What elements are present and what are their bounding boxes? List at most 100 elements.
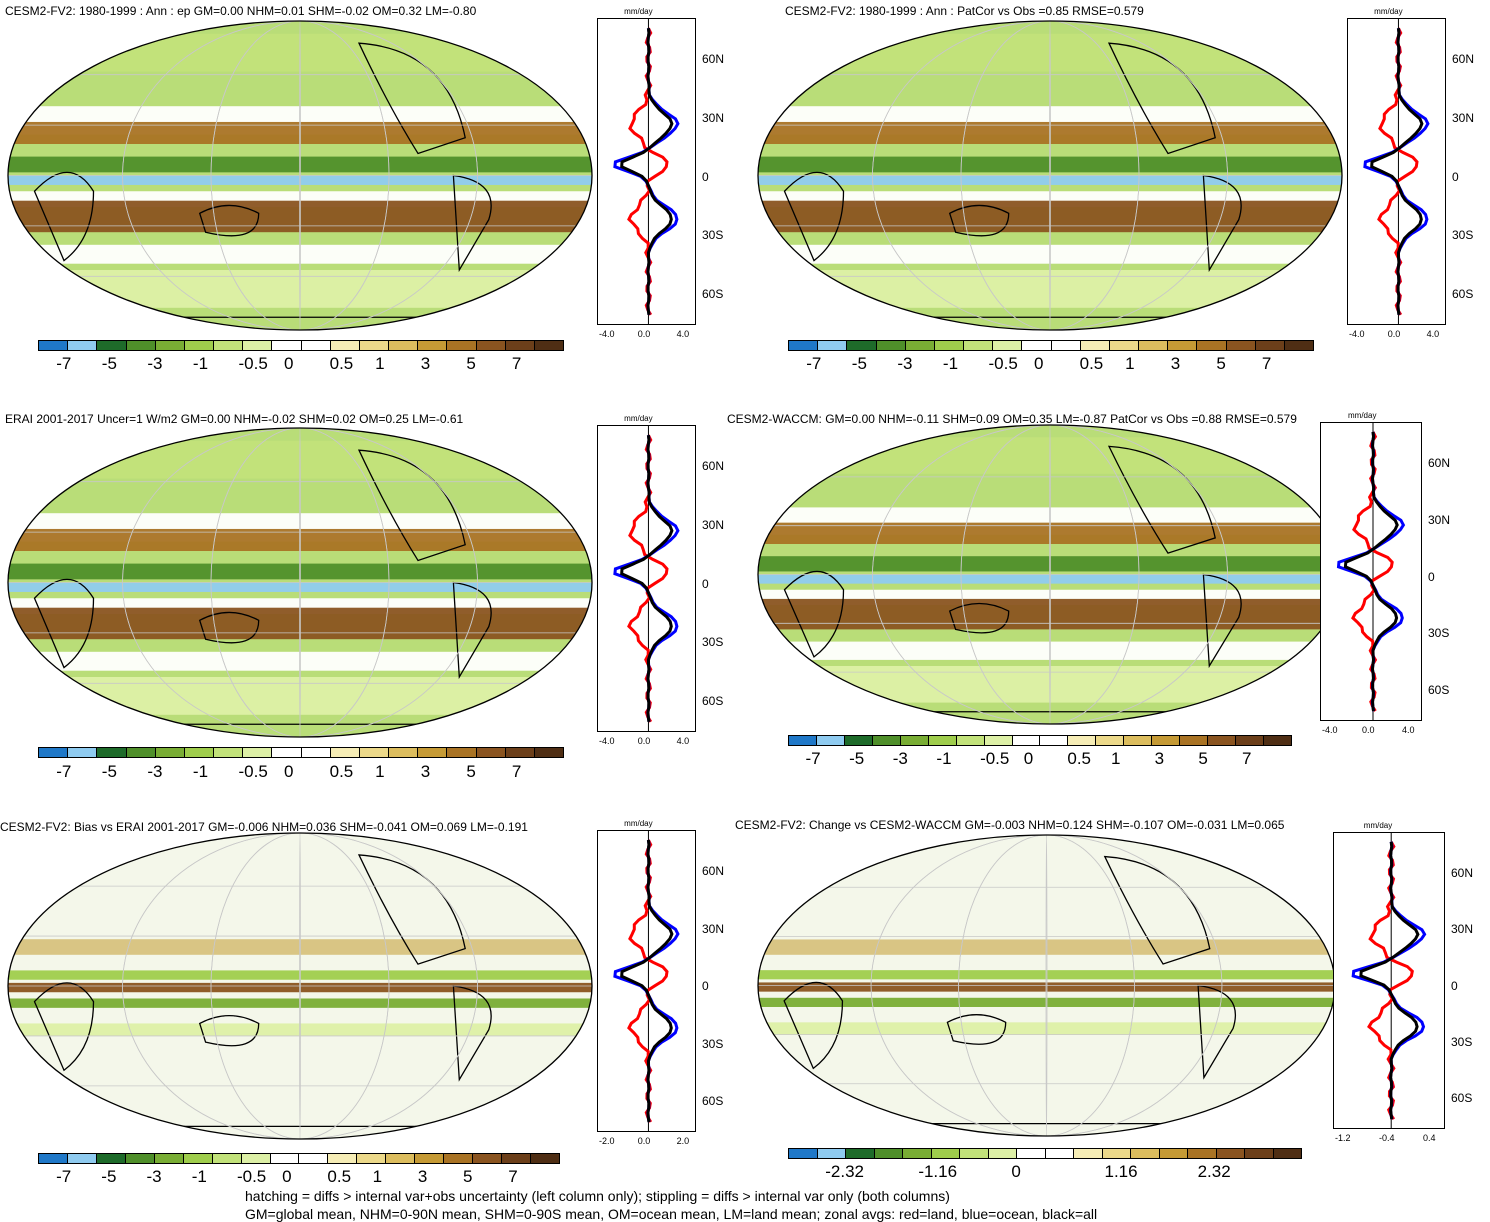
colorbar-swatch	[357, 1154, 387, 1163]
colorbar-swatch	[330, 748, 360, 757]
profile-x-tick-label: 0.4	[1423, 1133, 1436, 1143]
profile-unit: mm/day	[1363, 821, 1393, 830]
colorbar	[788, 735, 1292, 746]
colorbar-label: -0.5	[236, 1167, 267, 1186]
colorbar-label: -3	[147, 354, 163, 373]
colorbar-label: 0.5	[1079, 354, 1104, 373]
colorbar-label: -5	[849, 749, 865, 768]
colorbar-label: 3	[1170, 354, 1181, 373]
colorbar-swatch	[1216, 1149, 1245, 1158]
colorbar-label: -7	[56, 762, 72, 781]
colorbar-swatch	[1040, 736, 1069, 745]
colorbar	[788, 340, 1314, 351]
colorbar-swatch	[505, 341, 535, 350]
panel-title: CESM2-FV2: Change vs CESM2-WACCM GM=-0.0…	[735, 818, 1285, 832]
colorbar-label: -1	[191, 1167, 207, 1186]
colorbar-swatch	[844, 736, 873, 745]
colorbar-swatch	[988, 1149, 1017, 1158]
colorbar-swatch	[928, 736, 957, 745]
colorbar-label: -7	[56, 354, 72, 373]
colorbar-swatch	[817, 1149, 846, 1158]
colorbar-swatch	[903, 1149, 932, 1158]
colorbar-swatch	[389, 341, 419, 350]
colorbar-swatch	[418, 748, 448, 757]
profile-x-tick-label: 2.0	[676, 1136, 690, 1146]
colorbar-label: 0.5	[329, 354, 354, 373]
colorbar-label: -1	[192, 354, 209, 373]
colorbar-swatch	[155, 748, 185, 757]
colorbar-label: 0	[1011, 1162, 1021, 1181]
colorbar-swatch	[243, 341, 273, 350]
colorbar-swatch	[847, 341, 877, 350]
colorbar-label: 5	[466, 354, 476, 373]
colorbar-swatch	[984, 736, 1013, 745]
colorbar	[788, 1148, 1302, 1159]
panel-title: CESM2-FV2: 1980-1999 : Ann : ep GM=0.00 …	[5, 4, 477, 18]
profile-unit: mm/day	[624, 7, 653, 16]
latitude-tick-label: 60N	[1428, 456, 1451, 470]
profile-x-tick-label: 0.0	[637, 736, 651, 746]
colorbar-swatch	[241, 1154, 271, 1163]
colorbar-swatch	[418, 341, 448, 350]
colorbar-label: 1	[375, 354, 385, 373]
profile-x-tick-label: 4.0	[1426, 329, 1440, 339]
colorbar-swatch	[1208, 736, 1236, 745]
map-panel	[5, 830, 595, 1142]
colorbar-label: -1.16	[918, 1162, 958, 1181]
zonal-profile-lines	[613, 19, 680, 324]
colorbar	[38, 747, 564, 758]
colorbar-swatch	[874, 1149, 903, 1158]
map-panel	[5, 18, 595, 333]
colorbar-swatch	[125, 1154, 155, 1163]
colorbar-swatch	[1017, 1149, 1046, 1158]
latitude-tick-label: 60N	[1451, 866, 1474, 880]
map-panel	[755, 18, 1345, 333]
colorbar-swatch	[214, 748, 244, 757]
profile-x-tick-label: -4.0	[599, 329, 615, 339]
latitude-tick-label: 30S	[1451, 1034, 1473, 1049]
colorbar-swatch	[1255, 341, 1285, 350]
colorbar-swatch	[301, 748, 331, 757]
colorbar-swatch	[243, 748, 273, 757]
colorbar-swatch	[1245, 1149, 1274, 1158]
latitude-tick-label: 60S	[702, 1094, 724, 1108]
latitude-tick-label: 0	[702, 576, 709, 591]
colorbar-label: -2.32	[825, 1162, 864, 1181]
colorbar-swatch	[184, 748, 215, 757]
colorbar-label: 5	[463, 1167, 473, 1186]
colorbar-swatch	[272, 341, 302, 350]
latitude-tick-label: 30N	[702, 110, 725, 125]
colorbar-swatch	[789, 736, 817, 745]
colorbar-swatch	[1139, 341, 1169, 350]
colorbar-label: 7	[508, 1167, 518, 1186]
colorbar-swatch	[359, 341, 390, 350]
latitude-tick-label: 30S	[702, 1036, 724, 1051]
colorbar-swatch	[447, 341, 477, 350]
colorbar-swatch	[931, 1149, 960, 1158]
colorbar-label: -3	[892, 749, 908, 768]
latitude-tick-label: 60S	[702, 287, 724, 301]
profile-unit: mm/day	[1348, 411, 1377, 420]
colorbar-label: 3	[420, 354, 431, 373]
colorbar-swatch	[97, 748, 127, 757]
colorbar-swatch	[328, 1154, 358, 1163]
colorbar-swatch	[386, 1154, 416, 1163]
colorbar-swatch	[789, 1149, 818, 1158]
colorbar-swatch	[1074, 1149, 1103, 1158]
colorbar-label: -1	[192, 762, 209, 781]
colorbar-swatch	[534, 748, 564, 757]
colorbar-label: -7	[56, 1167, 72, 1186]
colorbar	[38, 340, 564, 351]
panel-title: CESM2-FV2: 1980-1999 : Ann : PatCor vs O…	[785, 4, 1144, 18]
colorbar-swatch	[530, 1154, 559, 1163]
colorbar-swatch	[1197, 341, 1227, 350]
colorbar-label: 1	[1111, 749, 1121, 768]
colorbar-label: 3	[1154, 749, 1165, 768]
colorbar-swatch	[389, 748, 419, 757]
latitude-tick-label: 60N	[702, 864, 725, 878]
latitude-tick-label: 30N	[702, 921, 725, 936]
colorbar-swatch	[1236, 736, 1264, 745]
colorbar-swatch	[505, 748, 535, 757]
colorbar-label: -5	[101, 354, 117, 373]
colorbar-swatch	[67, 1154, 97, 1163]
